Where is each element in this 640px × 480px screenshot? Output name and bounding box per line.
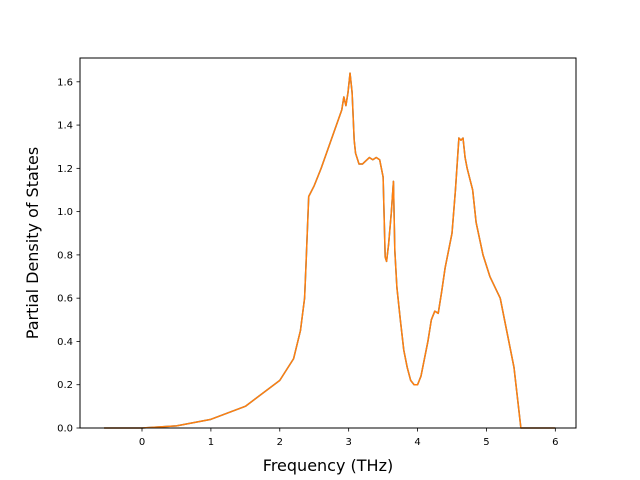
x-tick-label: 2 <box>277 437 283 448</box>
series-layer <box>104 72 556 429</box>
y-tick-label: 1.2 <box>57 164 73 175</box>
y-tick-label: 0.4 <box>57 337 73 348</box>
x-tick-label: 4 <box>414 437 420 448</box>
x-tick-label: 0 <box>139 437 145 448</box>
y-axis-label: Partial Density of States <box>23 147 42 339</box>
y-tick-label: 1.6 <box>57 77 73 88</box>
y-tick-label: 1.0 <box>57 207 73 218</box>
plot-frame <box>79 57 577 429</box>
y-tick-label: 0.2 <box>57 380 73 391</box>
x-axis-ticks: 0 1 2 3 4 5 6 <box>139 428 559 448</box>
y-tick-label: 1.4 <box>57 121 73 132</box>
x-axis-label: Frequency (THz) <box>263 456 393 475</box>
series-line-2 <box>104 72 556 429</box>
x-tick-label: 5 <box>483 437 489 448</box>
y-tick-label: 0.6 <box>57 294 73 305</box>
x-tick-label: 3 <box>345 437 351 448</box>
x-tick-label: 1 <box>208 437 214 448</box>
y-tick-label: 0.8 <box>57 250 73 261</box>
y-axis-ticks: 0.0 0.2 0.4 0.6 0.8 1.0 1.2 1.4 1.6 <box>57 77 80 435</box>
y-tick-label: 0.0 <box>57 424 73 435</box>
x-tick-label: 6 <box>552 437 558 448</box>
